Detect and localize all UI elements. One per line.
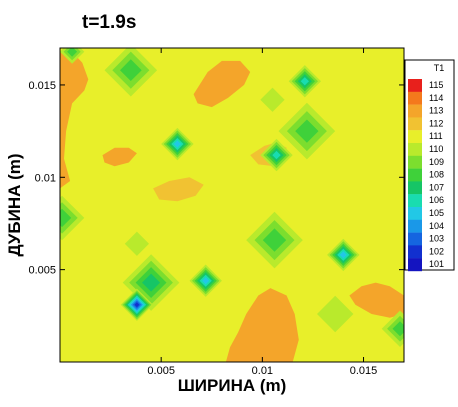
legend-swatch: [408, 104, 422, 118]
legend-swatch: [408, 168, 422, 182]
legend-label: 114: [429, 93, 443, 103]
legend-swatch: [408, 117, 422, 131]
y-tick-label: 0.005: [28, 265, 56, 277]
colorbar-legend: T1 1151141131121111101091081071061051041…: [404, 59, 455, 272]
legend-label: 106: [429, 195, 444, 205]
legend-label: 101: [429, 259, 444, 269]
y-axis: 0.005 0.01 0.015: [28, 80, 404, 277]
cool-spot: [260, 87, 285, 112]
plot-frame: [59, 47, 405, 363]
contour-level: [262, 228, 287, 252]
contour-level: [60, 208, 72, 228]
legend-label: 110: [429, 144, 443, 154]
legend-swatch: [408, 194, 422, 208]
plot-area: [59, 47, 405, 363]
legend-entries: 115 114 113 112 111 110 109 108 107 106 105 104 103 1…: [408, 79, 444, 272]
cool-spot: [327, 238, 360, 272]
legend-label: 112: [429, 118, 443, 128]
x-axis: 0.005 0.01 0.015: [147, 48, 377, 377]
legend-swatch: [408, 79, 422, 92]
y-axis-label: ДУБИНА (m): [5, 153, 24, 256]
legend-swatch: [408, 91, 422, 105]
warm-region: [193, 60, 251, 108]
contour-level: [173, 140, 181, 148]
warm-region: [60, 51, 89, 189]
legend-swatch: [408, 219, 422, 233]
contour-level: [202, 277, 210, 285]
legend-label: 104: [429, 221, 444, 231]
legend-title: T1: [434, 63, 445, 73]
legend-swatch: [408, 258, 422, 272]
contour-level: [300, 77, 309, 86]
legend-label: 103: [429, 234, 444, 244]
cool-spot: [161, 127, 194, 161]
y-tick-label: 0.01: [35, 172, 56, 184]
legend-swatch: [408, 181, 422, 195]
contour-level: [260, 87, 285, 112]
legend-swatch: [408, 232, 422, 246]
contour-level: [120, 59, 142, 81]
cool-spot: [189, 264, 222, 297]
legend-swatch: [408, 155, 422, 169]
cool-spot: [260, 138, 293, 172]
cool-spot: [124, 231, 149, 256]
legend-label: 115: [429, 80, 443, 90]
cool-spot: [381, 310, 404, 347]
contour-level: [134, 302, 140, 308]
contour-layer: [60, 48, 404, 362]
warm-region: [102, 147, 137, 167]
cool-spot: [246, 211, 303, 269]
cool-spot: [120, 288, 154, 321]
contour-level: [272, 150, 281, 160]
legend-label: 111: [429, 131, 443, 141]
y-tick-label: 0.015: [28, 80, 56, 92]
cool-spot: [104, 48, 158, 97]
legend-swatch: [408, 207, 422, 220]
chart-title: t=1.9s: [82, 12, 136, 33]
contour-level: [124, 231, 149, 256]
contour-level: [317, 295, 354, 333]
contour-level: [67, 48, 78, 57]
x-tick-label: 0.005: [147, 365, 175, 377]
legend-label: 107: [429, 182, 444, 192]
cool-spot: [60, 195, 85, 241]
legend-label: 105: [429, 208, 444, 218]
legend-label: 109: [429, 157, 444, 167]
cool-spot: [288, 65, 321, 98]
contour-level: [392, 321, 404, 337]
legend-swatch: [408, 130, 422, 144]
x-tick-label: 0.015: [350, 365, 378, 377]
contour-level: [142, 273, 161, 292]
legend-label: 108: [429, 170, 444, 180]
cool-spot: [60, 48, 85, 64]
legend-label: 113: [429, 106, 443, 116]
warm-region: [349, 282, 404, 318]
contour-level: [295, 119, 319, 143]
warm-region: [225, 288, 299, 362]
legend-label: 102: [429, 246, 444, 256]
cool-spot: [317, 295, 354, 333]
cool-spot: [278, 102, 336, 160]
legend-swatch: [408, 245, 422, 259]
x-tick-label: 0.01: [252, 365, 273, 377]
x-axis-label: ШИРИНА (m): [178, 376, 287, 395]
contour-level: [339, 251, 347, 259]
warm-region: [153, 177, 204, 202]
legend-swatch: [408, 143, 422, 156]
